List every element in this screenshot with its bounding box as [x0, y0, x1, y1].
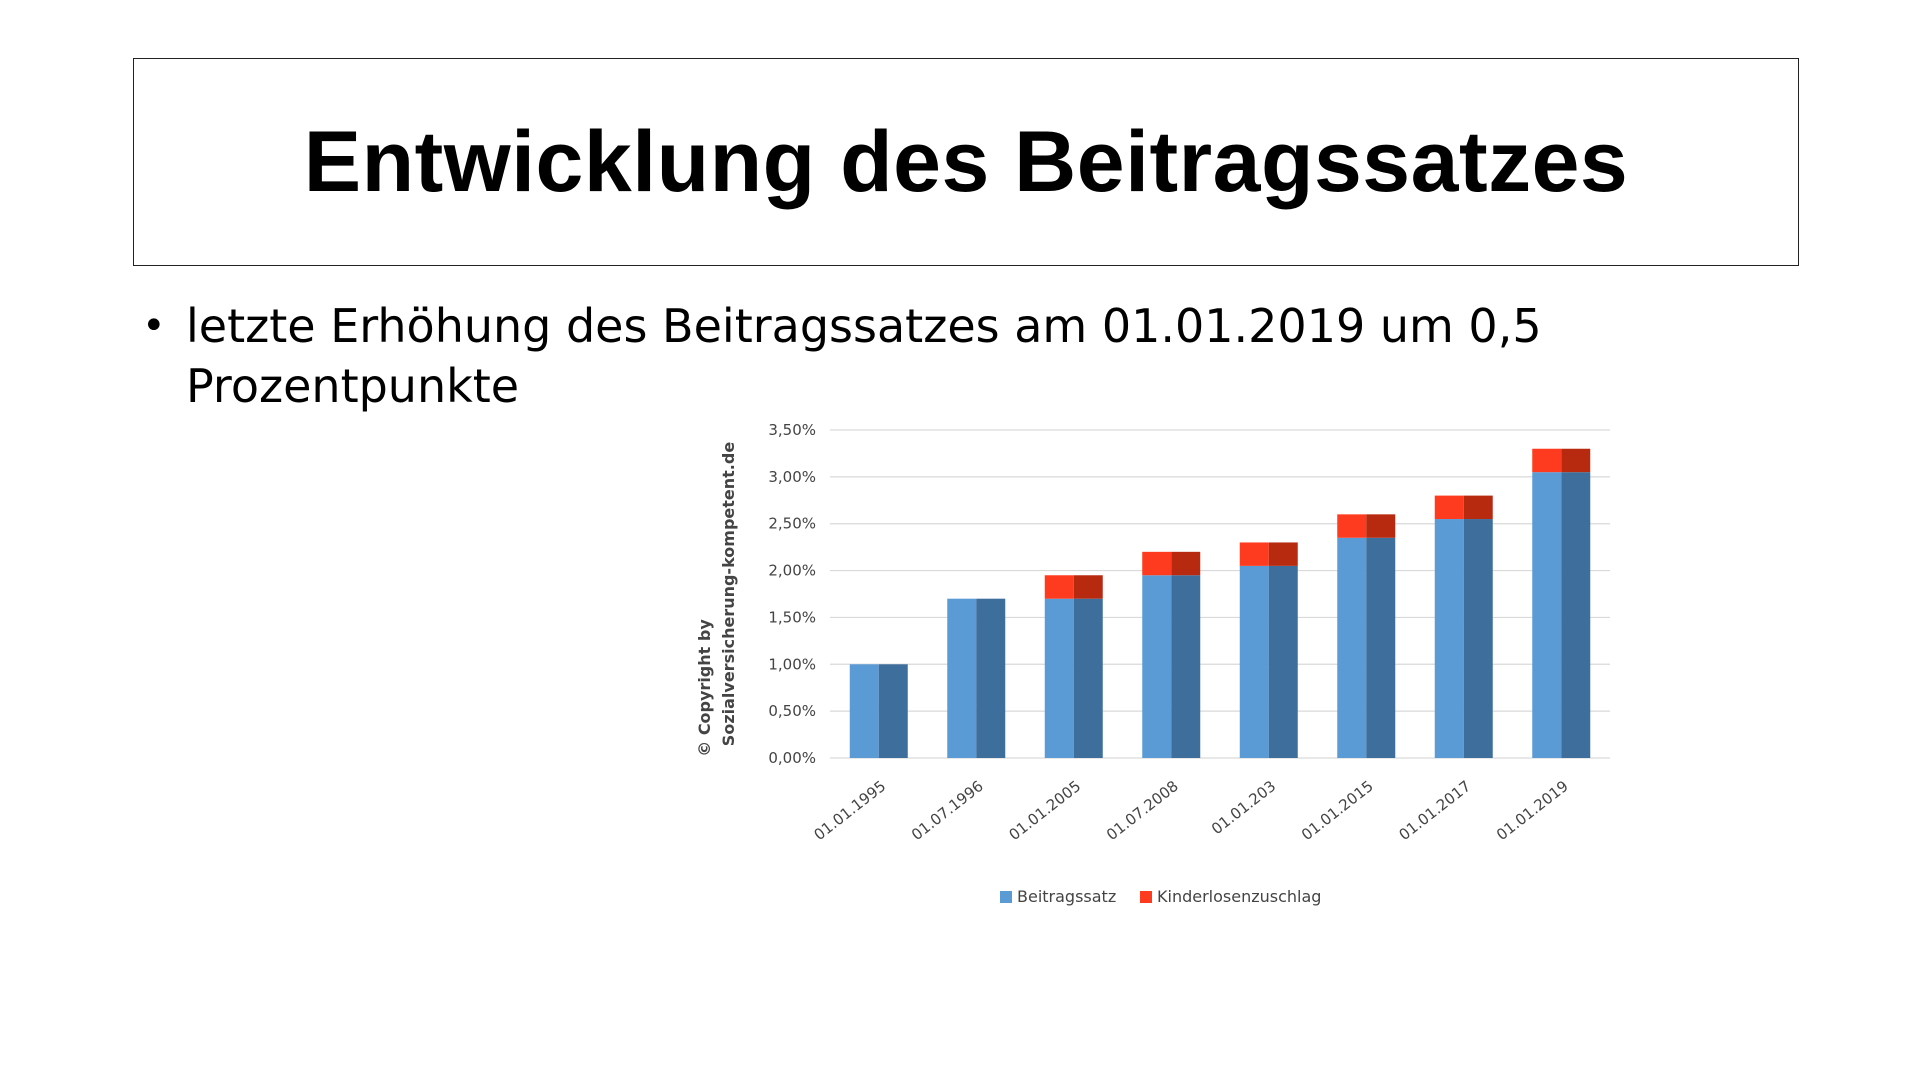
- x-tick-label: 01.01.2019: [1493, 777, 1572, 844]
- y-tick-label: 1,00%: [768, 655, 816, 673]
- bar-beitragssatz: [947, 598, 1006, 758]
- bar-beitragssatz: [1532, 472, 1591, 758]
- svg-text:Beitragssatz: Beitragssatz: [1017, 887, 1116, 906]
- bar-beitragssatz: [849, 664, 908, 758]
- x-tick-label: 01.01.2005: [1005, 777, 1084, 844]
- x-tick-label: 01.07.2008: [1103, 777, 1182, 844]
- copyright-side-text: © Copyright by Sozialversicherung-kompet…: [695, 442, 738, 757]
- y-axis-ticks: 0,00% 0,50% 1,00% 1,50% 2,00% 2,50% 3,00% 3,50%: [768, 421, 816, 767]
- y-tick-label: 3,00%: [768, 468, 816, 486]
- legend-entry-beitragssatz: Beitragssatz: [1000, 887, 1116, 906]
- bullet-item: • letzte Erhöhung des Beitragssatzes am …: [142, 296, 1642, 416]
- slide-title: Entwicklung des Beitragssatzes: [303, 113, 1629, 210]
- x-tick-label: 01.01.203: [1208, 777, 1279, 838]
- y-tick-label: 1,50%: [768, 608, 816, 626]
- bar-beitragssatz: [1434, 519, 1493, 758]
- y-tick-label: 2,00%: [768, 562, 816, 580]
- bar-kinderlosenzuschlag: [1044, 575, 1103, 599]
- y-tick-label: 3,50%: [768, 421, 816, 439]
- contribution-rate-chart: © Copyright by Sozialversicherung-kompet…: [695, 421, 1610, 906]
- x-tick-label: 01.07.1996: [908, 777, 987, 844]
- svg-text:Kinderlosenzuschlag: Kinderlosenzuschlag: [1157, 887, 1321, 906]
- bar-kinderlosenzuschlag: [1142, 551, 1201, 576]
- bar-kinderlosenzuschlag: [1434, 495, 1493, 520]
- bar-kinderlosenzuschlag: [1532, 448, 1591, 473]
- bullet-dot: •: [142, 303, 166, 349]
- x-axis-labels: 01.01.1995 01.07.1996 01.01.2005 01.07.2008…: [810, 777, 1571, 844]
- copyright-line-1: © Copyright by: [695, 619, 714, 757]
- bar-kinderlosenzuschlag: [1239, 542, 1298, 566]
- y-tick-label: 0,00%: [768, 749, 816, 767]
- y-tick-label: 2,50%: [768, 515, 816, 533]
- bar-beitragssatz: [1239, 565, 1298, 758]
- bar-beitragssatz: [1337, 537, 1396, 758]
- grid: [830, 429, 1610, 759]
- copyright-line-2: Sozialversicherung-kompetent.de: [719, 442, 738, 747]
- x-tick-label: 01.01.2015: [1298, 777, 1377, 844]
- bar-beitragssatz: [1044, 598, 1103, 758]
- title-box: Entwicklung des Beitragssatzes: [133, 58, 1799, 266]
- bar-kinderlosenzuschlag: [1337, 514, 1396, 538]
- legend-entry-kinderlosenzuschlag: Kinderlosenzuschlag: [1140, 887, 1321, 906]
- x-tick-label: 01.01.1995: [810, 777, 889, 844]
- bullet-text: letzte Erhöhung des Beitragssatzes am 01…: [186, 299, 1542, 413]
- bar-beitragssatz: [1142, 575, 1201, 758]
- legend: Beitragssatz Kinderlosenzuschlag: [1000, 887, 1321, 906]
- y-tick-label: 0,50%: [768, 702, 816, 720]
- x-tick-label: 01.01.2017: [1395, 777, 1474, 844]
- bars: [849, 448, 1591, 758]
